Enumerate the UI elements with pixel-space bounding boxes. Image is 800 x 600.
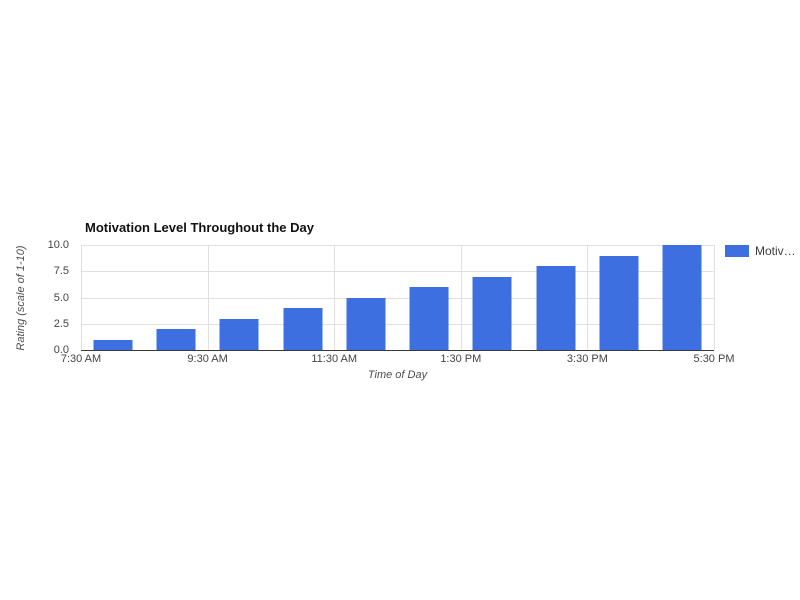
bar[interactable]: [409, 287, 449, 350]
h-gridline: [81, 271, 714, 273]
bar[interactable]: [93, 339, 133, 350]
bar[interactable]: [472, 276, 512, 350]
bar[interactable]: [156, 329, 196, 350]
h-gridline: [81, 245, 714, 246]
v-gridline: [714, 245, 715, 350]
bar[interactable]: [346, 297, 386, 350]
h-gridline: [81, 297, 714, 299]
chart-title: Motivation Level Throughout the Day: [85, 220, 314, 235]
legend-label: Motiv…: [755, 244, 796, 258]
x-tick-label: 11:30 AM: [311, 353, 358, 365]
x-tick-label: 7:30 AM: [60, 353, 102, 365]
bar[interactable]: [599, 255, 639, 350]
v-gridline: [587, 245, 589, 350]
y-tick-label: 7.5: [53, 265, 69, 278]
bar[interactable]: [283, 308, 323, 350]
y-tick-label: 2.5: [53, 317, 69, 330]
bar[interactable]: [219, 318, 259, 350]
x-tick-label: 1:30 PM: [440, 353, 482, 365]
y-tick-label: 10.0: [47, 239, 69, 251]
plot-area: [81, 245, 715, 351]
v-gridline: [207, 245, 209, 350]
legend: Motiv…: [725, 244, 796, 258]
legend-swatch: [725, 245, 749, 257]
v-gridline: [81, 245, 82, 350]
v-gridline: [334, 245, 336, 350]
y-axis-title: Rating (scale of 1-10): [15, 245, 27, 351]
y-axis-tick-labels: 0.0 2.5 5.0 7.5 10.0: [0, 239, 75, 356]
y-tick-label: 5.0: [53, 291, 69, 304]
x-axis-title: Time of Day: [367, 369, 428, 381]
x-tick-label: 5:30 PM: [693, 353, 735, 365]
bar[interactable]: [662, 245, 702, 350]
x-tick-label: 3:30 PM: [566, 353, 608, 365]
y-tick-label: 0.0: [53, 344, 69, 356]
v-gridline: [460, 245, 462, 350]
x-axis-tick-labels: 7:30 AM 9:30 AM 11:30 AM 1:30 PM 3:30 PM 5:30…: [61, 353, 735, 367]
h-gridline: [81, 323, 714, 325]
x-tick-label: 9:30 AM: [187, 353, 228, 365]
bar[interactable]: [536, 266, 576, 350]
